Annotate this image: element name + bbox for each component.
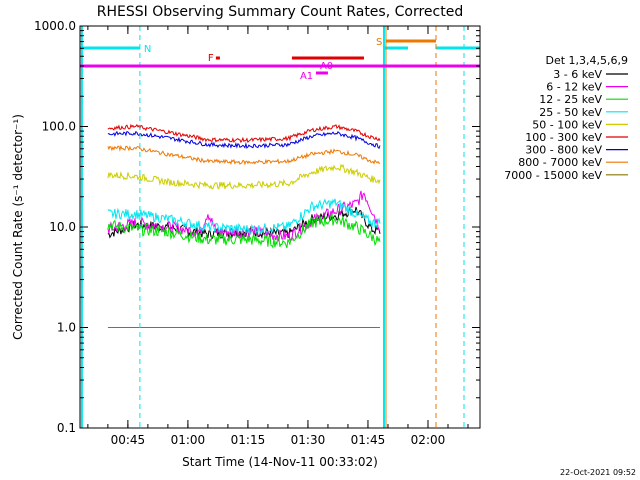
attenuator-a0-label: A0	[320, 61, 333, 72]
x-axis-label: Start Time (14-Nov-11 00:33:02)	[182, 455, 378, 469]
legend-label: 6 - 12 keV	[546, 81, 602, 94]
x-tick-label: 01:30	[291, 433, 326, 447]
y-tick-label: 1.0	[57, 321, 76, 335]
x-tick-label: 00:45	[111, 433, 146, 447]
axes: 0.1 1.0 10.0 100.0 1000.0 00:45 01:00 01:15 01:3…	[34, 19, 480, 447]
legend-label: 3 - 6 keV	[553, 68, 602, 81]
legend-label: 12 - 25 keV	[539, 93, 602, 106]
x-tick-label: 02:00	[411, 433, 446, 447]
series-line	[107, 123, 381, 144]
legend-label: 100 - 300 keV	[525, 131, 602, 144]
series-line	[107, 144, 381, 166]
legend-label: 7000 - 15000 keV	[504, 169, 602, 182]
series-line	[107, 163, 381, 190]
y-tick-label: 10.0	[49, 220, 76, 234]
x-tick-label: 01:15	[231, 433, 266, 447]
flare-flag-label: F	[208, 53, 214, 64]
saa-flag-label: S	[376, 37, 382, 48]
legend-label: 25 - 50 keV	[539, 106, 602, 119]
attenuator-a1-label: A1	[300, 71, 313, 82]
legend-title: Det 1,3,4,5,6,9	[545, 54, 628, 67]
series-line	[107, 130, 381, 150]
chart-title: RHESSI Observing Summary Count Rates, Co…	[97, 4, 463, 20]
series-line	[107, 213, 381, 249]
y-tick-label: 0.1	[57, 421, 76, 435]
legend-label: 50 - 100 keV	[532, 118, 602, 131]
y-tick-label: 1000.0	[34, 19, 76, 33]
legend-label: 800 - 7000 keV	[518, 156, 602, 169]
legend-label: 300 - 800 keV	[525, 144, 602, 157]
x-tick-label: 01:45	[351, 433, 386, 447]
y-tick-label: 100.0	[42, 120, 76, 134]
y-axis-label: Corrected Count Rate (s⁻¹ detector⁻¹)	[11, 114, 25, 340]
timestamp: 22-Oct-2021 09:52	[560, 468, 636, 477]
series-line	[107, 198, 381, 236]
x-tick-label: 01:00	[171, 433, 206, 447]
night-flag-label: N	[144, 44, 151, 55]
